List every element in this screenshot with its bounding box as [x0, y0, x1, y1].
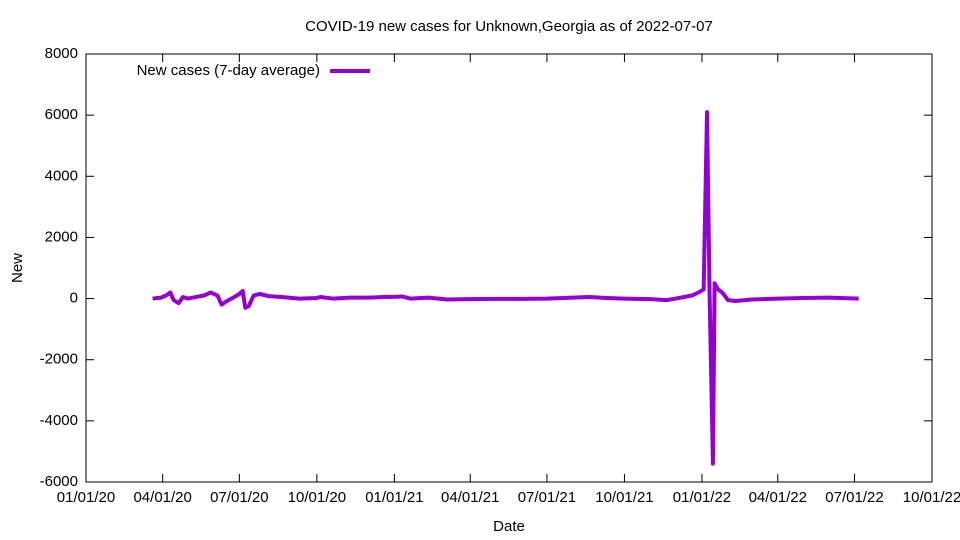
y-tick-label: 0 [70, 290, 78, 307]
x-tick-label: 07/01/22 [825, 489, 883, 506]
x-tick-label: 04/01/22 [749, 489, 807, 506]
x-tick-label: 01/01/20 [57, 489, 115, 506]
chart-title: COVID-19 new cases for Unknown,Georgia a… [305, 18, 713, 35]
y-tick-label: 4000 [45, 167, 78, 184]
y-tick-label: 8000 [45, 45, 78, 62]
x-tick-label: 01/01/22 [673, 489, 731, 506]
x-tick-label: 04/01/20 [133, 489, 191, 506]
y-tick-label: 6000 [45, 106, 78, 123]
y-tick-label: -4000 [40, 412, 78, 429]
x-tick-label: 10/01/21 [595, 489, 653, 506]
y-tick-label: -6000 [40, 473, 78, 490]
legend-label: New cases (7-day average) [137, 62, 320, 79]
y-tick-label: -2000 [40, 351, 78, 368]
x-tick-label: 10/01/20 [288, 489, 346, 506]
y-axis-label: New [9, 253, 26, 283]
x-tick-label: 07/01/21 [518, 489, 576, 506]
x-axis-label: Date [493, 518, 525, 535]
x-tick-label: 07/01/20 [210, 489, 268, 506]
plot-frame [85, 53, 933, 483]
y-tick-label: 2000 [45, 228, 78, 245]
x-tick-label: 04/01/21 [441, 489, 499, 506]
x-tick-label: 10/01/22 [903, 489, 960, 506]
x-tick-label: 01/01/21 [365, 489, 423, 506]
data-line [152, 110, 859, 466]
